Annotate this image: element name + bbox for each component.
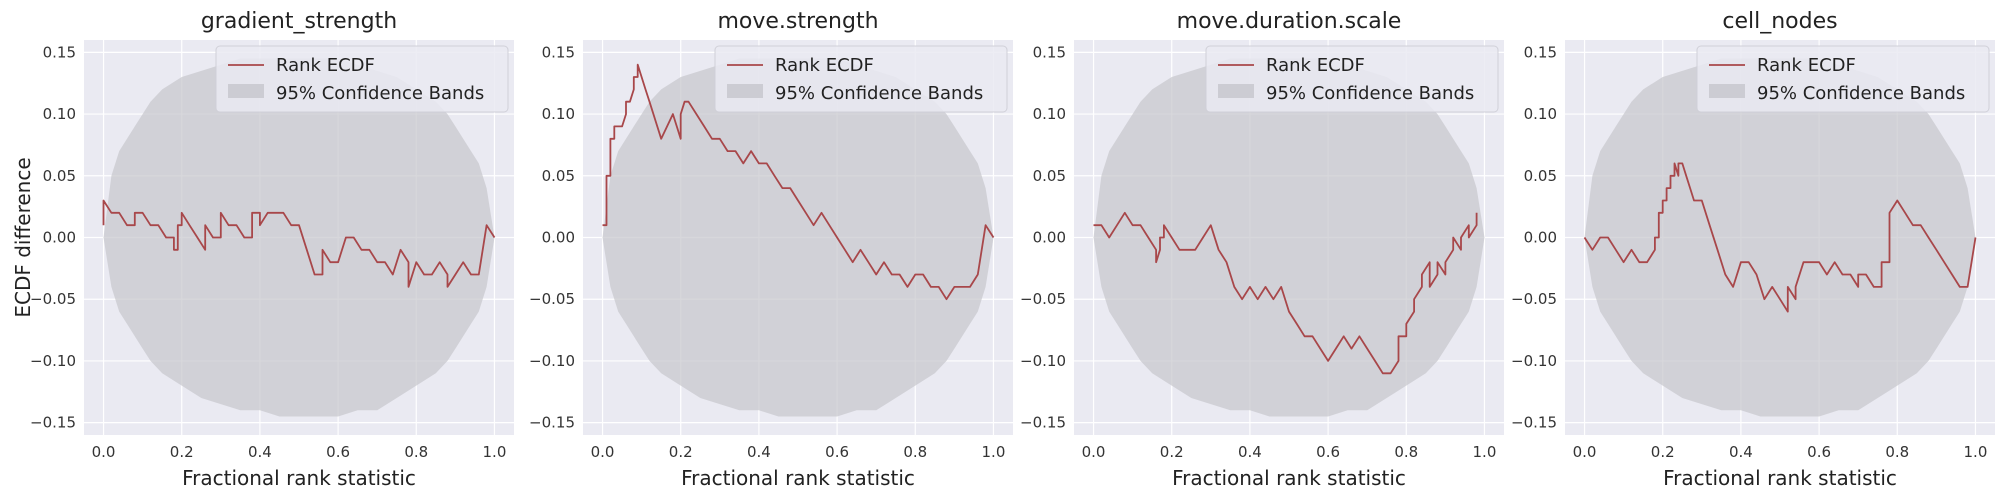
x-tick-label: 0.8 (1885, 443, 1909, 461)
y-tick-label: −0.05 (1020, 290, 1066, 308)
legend-entry-rank-ecdf: Rank ECDF (1266, 55, 1365, 76)
y-tick-label: −0.05 (1511, 290, 1557, 308)
y-tick-label: −0.10 (1511, 352, 1557, 370)
y-axis-label: ECDF difference (11, 157, 35, 317)
legend-entry-confidence-bands: 95% Confidence Bands (276, 83, 484, 104)
x-axis-label: Fractional rank statistic (681, 466, 915, 490)
panel-cell-nodes: 0.0 0.2 0.4 0.6 0.8 1.0 −0.15 −0.10 −0.05 0.00 0.0… (1511, 9, 1995, 490)
x-tick-label: 0.6 (825, 443, 849, 461)
confidence-band (1093, 58, 1485, 417)
panel-move-strength: 0.0 0.2 0.4 0.6 0.8 1.0 −0.15 −0.10 −0.05 0.00 0.0… (529, 9, 1013, 490)
y-tick-label: 0.15 (542, 43, 575, 61)
legend: Rank ECDF 95% Confidence Bands (1205, 45, 1499, 113)
x-tick-label: 0.6 (1316, 443, 1340, 461)
confidence-band (602, 58, 994, 417)
legend: Rank ECDF 95% Confidence Bands (215, 45, 509, 113)
y-tick-label: 0.10 (43, 105, 76, 123)
legend-band-swatch (1218, 84, 1254, 98)
x-tick-label: 1.0 (982, 443, 1006, 461)
x-tick-label: 0.2 (669, 443, 693, 461)
y-tick-label: 0.05 (1033, 167, 1066, 185)
y-tick-label: 0.15 (43, 43, 76, 61)
x-tick-label: 0.8 (903, 443, 927, 461)
y-tick-label: −0.10 (30, 352, 76, 370)
panel-title: move.duration.scale (1177, 9, 1402, 34)
x-axis-label: Fractional rank statistic (1172, 466, 1406, 490)
rank-ecdf-line (1583, 162, 1977, 313)
rank-ecdf-line (1093, 211, 1478, 375)
legend-box (714, 45, 1008, 113)
y-tick-label: −0.15 (529, 414, 575, 432)
x-tick-label: 0.0 (591, 443, 615, 461)
x-tick-label: 0.4 (248, 443, 272, 461)
y-tick-label: −0.10 (529, 352, 575, 370)
y-tick-label: 0.05 (542, 167, 575, 185)
y-tick-label: −0.15 (30, 414, 76, 432)
legend: Rank ECDF 95% Confidence Bands (1696, 45, 1990, 113)
x-tick-label: 0.2 (170, 443, 194, 461)
legend-entry-rank-ecdf: Rank ECDF (276, 55, 375, 76)
legend-band-swatch (727, 84, 763, 98)
legend-box (1205, 45, 1499, 113)
y-tick-label: −0.05 (529, 290, 575, 308)
legend-entry-confidence-bands: 95% Confidence Bands (1266, 83, 1474, 104)
confidence-band (103, 58, 495, 417)
confidence-band (1584, 58, 1976, 417)
legend-entry-confidence-bands: 95% Confidence Bands (775, 83, 983, 104)
x-tick-label: 0.4 (1729, 443, 1753, 461)
panel-gradient-strength: 0.0 0.2 0.4 0.6 0.8 1.0 −0.15 −0.10 −0.05 0.00 0.0… (11, 9, 514, 490)
x-tick-label: 0.8 (1394, 443, 1418, 461)
x-tick-label: 0.4 (1238, 443, 1262, 461)
rank-ecdf-line (602, 63, 995, 301)
y-tick-label: −0.15 (1511, 414, 1557, 432)
y-tick-label: 0.10 (542, 105, 575, 123)
x-tick-label: 0.0 (92, 443, 116, 461)
x-tick-label: 0.0 (1573, 443, 1597, 461)
y-tick-label: 0.15 (1033, 43, 1066, 61)
legend: Rank ECDF 95% Confidence Bands (714, 45, 1008, 113)
x-axis-label: Fractional rank statistic (1663, 466, 1897, 490)
x-tick-label: 0.6 (326, 443, 350, 461)
legend-entry-rank-ecdf: Rank ECDF (775, 55, 874, 76)
y-tick-label: 0.00 (1524, 229, 1557, 247)
x-tick-label: 0.8 (404, 443, 428, 461)
legend-entry-rank-ecdf: Rank ECDF (1757, 55, 1856, 76)
panel-title: move.strength (717, 9, 878, 34)
y-tick-label: 0.05 (1524, 167, 1557, 185)
x-tick-label: 0.0 (1082, 443, 1106, 461)
y-tick-label: −0.05 (30, 290, 76, 308)
x-tick-label: 1.0 (1473, 443, 1497, 461)
legend-band-swatch (1709, 84, 1745, 98)
y-tick-label: 0.00 (1033, 229, 1066, 247)
panel-title: cell_nodes (1722, 9, 1837, 34)
x-tick-label: 1.0 (1964, 443, 1988, 461)
legend-entry-confidence-bands: 95% Confidence Bands (1757, 83, 1965, 104)
y-tick-label: −0.15 (1020, 414, 1066, 432)
x-tick-label: 0.2 (1160, 443, 1184, 461)
x-tick-label: 0.4 (747, 443, 771, 461)
y-tick-label: −0.10 (1020, 352, 1066, 370)
y-tick-label: 0.15 (1524, 43, 1557, 61)
panel-move-duration-scale: 0.0 0.2 0.4 0.6 0.8 1.0 −0.15 −0.10 −0.05 0.00 0.0… (1020, 9, 1504, 490)
legend-band-swatch (228, 84, 264, 98)
x-tick-label: 1.0 (483, 443, 507, 461)
x-tick-label: 0.2 (1651, 443, 1675, 461)
y-tick-label: 0.00 (542, 229, 575, 247)
x-axis-label: Fractional rank statistic (182, 466, 416, 490)
y-tick-label: 0.10 (1524, 105, 1557, 123)
legend-box (215, 45, 509, 113)
x-tick-label: 0.6 (1807, 443, 1831, 461)
y-tick-label: 0.00 (43, 229, 76, 247)
panel-title: gradient_strength (201, 9, 397, 34)
rank-ecdf-line (102, 199, 496, 288)
y-tick-label: 0.10 (1033, 105, 1066, 123)
y-tick-label: 0.05 (43, 167, 76, 185)
legend-box (1696, 45, 1990, 113)
